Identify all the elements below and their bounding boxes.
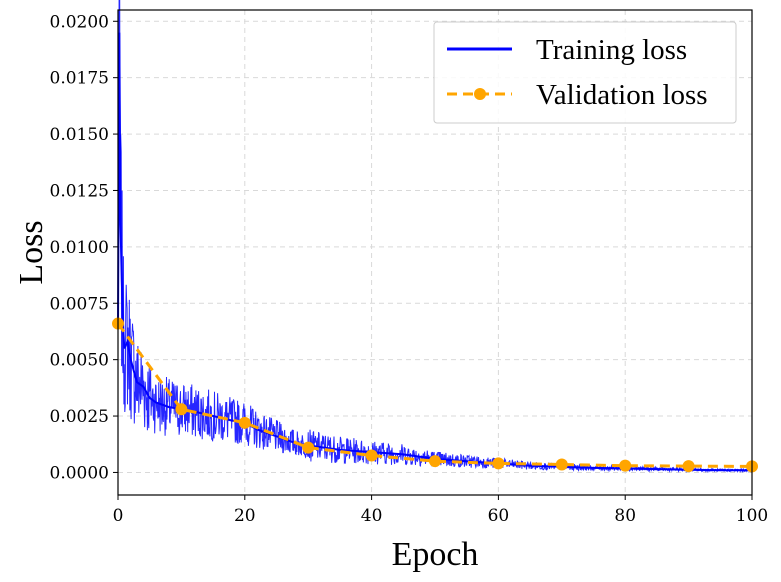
- x-tick-label: 60: [488, 506, 510, 526]
- y-tick-label: 0.0200: [50, 12, 109, 32]
- y-axis-ticks: 0.0000 0.0025 0.0050 0.0075 0.0100 0.0125 0.01…: [50, 12, 118, 483]
- y-tick-label: 0.0125: [50, 181, 109, 201]
- y-tick-label: 0.0025: [50, 407, 109, 427]
- validation-loss-point: [238, 416, 251, 429]
- x-tick-label: 40: [361, 506, 383, 526]
- y-tick-label: 0.0050: [50, 351, 109, 371]
- validation-loss-point: [492, 457, 505, 470]
- legend-box: [433, 21, 737, 124]
- x-tick-label: 0: [113, 506, 124, 526]
- x-tick-label: 80: [614, 506, 636, 526]
- legend-validation-marker: [474, 88, 486, 100]
- y-tick-label: 0.0000: [50, 463, 109, 483]
- x-tick-label: 100: [736, 506, 768, 526]
- validation-loss-point: [302, 441, 315, 454]
- legend-training-label: Training loss: [536, 34, 687, 66]
- validation-loss-point: [429, 455, 441, 468]
- x-axis-ticks: 0 20 40 60 80 100: [113, 495, 768, 526]
- validation-loss-point: [365, 449, 378, 462]
- validation-loss-layer: [112, 317, 758, 473]
- y-axis-label: Loss: [13, 220, 50, 284]
- y-tick-label: 0.0150: [50, 125, 109, 145]
- x-axis-label: Epoch: [392, 536, 479, 573]
- x-tick-label: 20: [234, 506, 256, 526]
- y-tick-label: 0.0100: [50, 238, 109, 258]
- legend: Training loss Validation loss: [433, 21, 737, 124]
- y-tick-label: 0.0075: [50, 294, 109, 314]
- legend-validation-label: Validation loss: [536, 79, 708, 111]
- validation-loss-line: [116, 322, 753, 468]
- validation-loss-point: [682, 460, 695, 473]
- validation-loss-point: [619, 459, 632, 472]
- plot-frame: [117, 9, 753, 496]
- validation-loss-point: [175, 403, 188, 416]
- validation-loss-point: [555, 458, 568, 471]
- y-tick-label: 0.0175: [50, 69, 109, 89]
